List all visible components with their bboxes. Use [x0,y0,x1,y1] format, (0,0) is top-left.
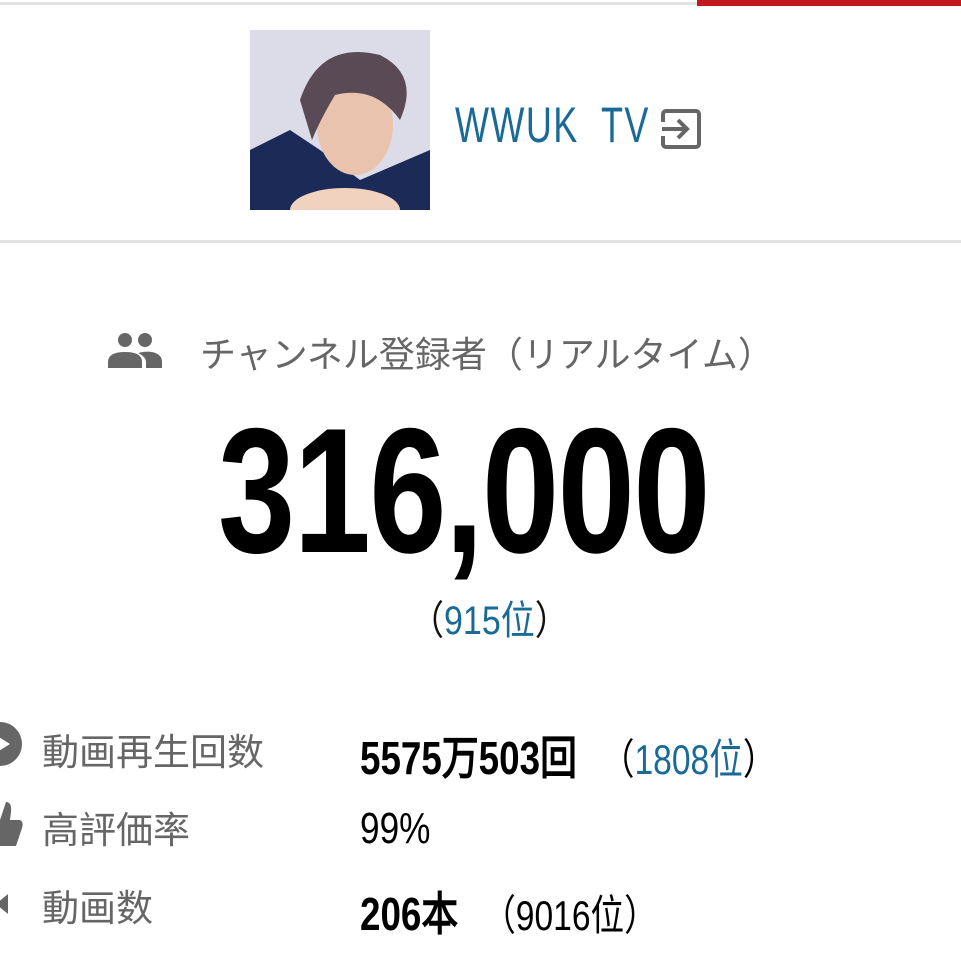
views-label: 動画再生回数 [42,731,264,774]
video-count-value: 206本 （9016位） [360,878,658,944]
people-icon [108,332,162,368]
thumbs-up-icon [0,800,24,846]
exit-to-app-icon[interactable] [658,108,702,150]
subscriber-rank-link[interactable]: 915位 [444,599,535,643]
views-value: 5575万503回 （1808位） [360,722,776,788]
subscriber-count: 316,000 [218,391,711,590]
play-circle-icon [0,722,24,766]
like-rate-label: 高評価率 [42,809,190,852]
channel-name-link[interactable]: WWUK TV [455,97,650,153]
like-rate-value: 99% [360,804,431,853]
video-count: 206本 [360,888,459,940]
subscribers-label: チャンネル登録者（リアルタイム） [200,335,774,376]
top-divider [0,2,961,5]
active-tab-indicator [697,0,961,6]
video-camera-icon [0,882,24,926]
video-count-label: 動画数 [42,887,153,930]
views-count: 5575万503回 [360,732,577,784]
paren-close: ） [534,599,569,643]
header-divider [0,240,961,243]
video-count-rank: （9016位） [482,892,658,939]
paren-open: （ [600,736,635,783]
paren-open: （ [410,599,444,643]
views-rank-link[interactable]: 1808位 [634,736,743,783]
channel-avatar[interactable] [250,30,430,210]
subscriber-rank: （915位） [410,588,569,646]
paren-close: ） [742,736,777,783]
